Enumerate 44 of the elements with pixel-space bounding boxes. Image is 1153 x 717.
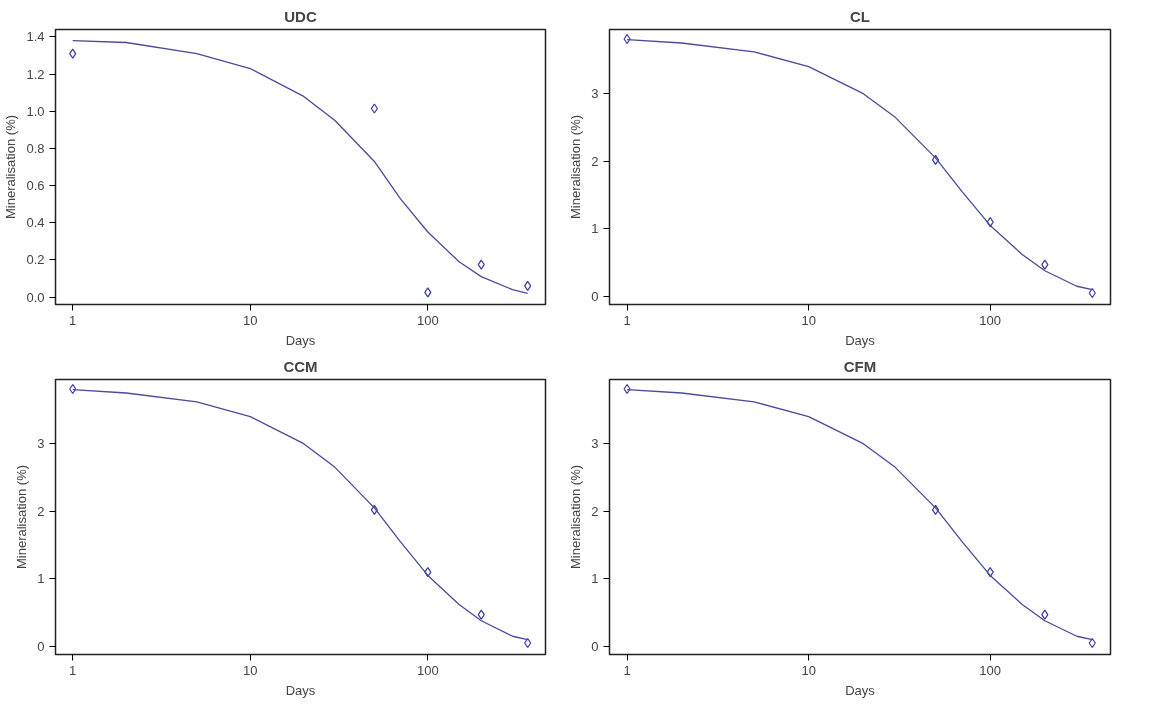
y-tick-label: 3 <box>591 86 599 102</box>
y-axis-title: Mineralisation (%) <box>568 114 584 220</box>
y-tick-label: 1.2 <box>26 66 45 82</box>
x-tick-label: 1 <box>623 662 631 678</box>
x-tick-label: 10 <box>243 662 258 678</box>
x-tick-label: 1 <box>69 312 77 328</box>
x-tick-label: 10 <box>801 312 816 328</box>
y-axis-title: Mineralisation (%) <box>3 114 19 220</box>
y-tick-label: 0 <box>591 288 599 304</box>
y-tick-label: 0 <box>591 638 599 654</box>
y-tick-label: 1 <box>37 571 45 587</box>
y-tick-label: 3 <box>591 436 599 452</box>
x-tick-label: 10 <box>801 662 816 678</box>
y-tick-label: 2 <box>591 153 599 169</box>
y-tick-label: 2 <box>37 503 45 519</box>
x-tick-label: 10 <box>243 312 258 328</box>
y-tick-label: 0 <box>37 638 45 654</box>
y-tick-label: 0.4 <box>26 215 45 231</box>
y-tick-label: 1.0 <box>26 103 45 119</box>
chart-title: CFM <box>843 357 877 375</box>
chart-title: CCM <box>283 357 318 375</box>
x-axis-title: Days <box>285 332 316 348</box>
x-tick-label: 100 <box>979 312 1002 328</box>
y-tick-label: 0.6 <box>26 178 45 194</box>
x-tick-label: 1 <box>69 662 77 678</box>
y-tick-label: 0.8 <box>26 140 45 156</box>
y-tick-label: 0.0 <box>26 289 45 305</box>
x-axis-title: Days <box>845 332 876 348</box>
x-tick-label: 100 <box>979 662 1002 678</box>
x-axis-title: Days <box>285 682 316 698</box>
y-tick-label: 3 <box>37 436 45 452</box>
y-axis-title: Mineralisation (%) <box>568 464 584 570</box>
y-tick-label: 1 <box>591 221 599 237</box>
x-tick-label: 100 <box>416 312 439 328</box>
x-tick-label: 1 <box>623 312 631 328</box>
chart-title: UDC <box>284 7 317 25</box>
y-tick-label: 0.2 <box>26 252 45 268</box>
y-tick-label: 1.4 <box>26 29 45 45</box>
chart-title: CL <box>850 7 870 25</box>
y-axis-title: Mineralisation (%) <box>14 464 30 570</box>
y-tick-label: 2 <box>591 503 599 519</box>
y-tick-label: 1 <box>591 571 599 587</box>
x-tick-label: 100 <box>416 662 439 678</box>
x-axis-title: Days <box>845 682 876 698</box>
